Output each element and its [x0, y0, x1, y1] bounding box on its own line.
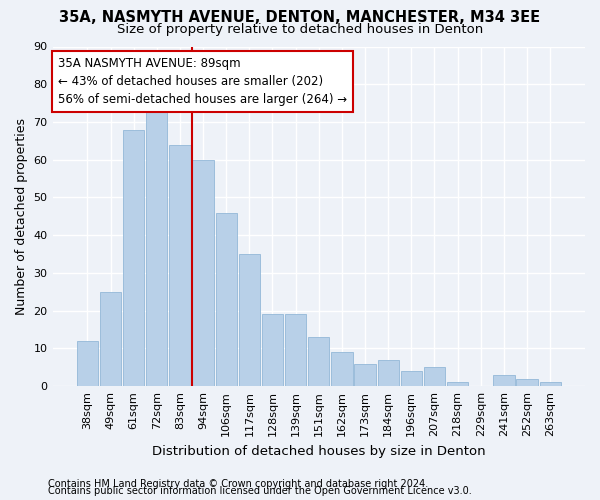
Text: Contains public sector information licensed under the Open Government Licence v3: Contains public sector information licen… [48, 486, 472, 496]
Bar [517, 378, 538, 386]
Bar [308, 337, 329, 386]
Text: Size of property relative to detached houses in Denton: Size of property relative to detached ho… [117, 22, 483, 36]
Bar [493, 375, 515, 386]
Text: 35A, NASMYTH AVENUE, DENTON, MANCHESTER, M34 3EE: 35A, NASMYTH AVENUE, DENTON, MANCHESTER,… [59, 10, 541, 25]
Bar [77, 341, 98, 386]
Bar [215, 212, 237, 386]
Bar [447, 382, 468, 386]
Bar [401, 371, 422, 386]
Bar [377, 360, 399, 386]
Bar [146, 110, 167, 386]
Y-axis label: Number of detached properties: Number of detached properties [15, 118, 28, 315]
Bar [262, 314, 283, 386]
Bar [331, 352, 353, 386]
Text: Contains HM Land Registry data © Crown copyright and database right 2024.: Contains HM Land Registry data © Crown c… [48, 479, 428, 489]
Bar [100, 292, 121, 386]
Text: 35A NASMYTH AVENUE: 89sqm
← 43% of detached houses are smaller (202)
56% of semi: 35A NASMYTH AVENUE: 89sqm ← 43% of detac… [58, 56, 347, 106]
Bar [123, 130, 145, 386]
Bar [239, 254, 260, 386]
Bar [539, 382, 561, 386]
Bar [169, 144, 191, 386]
Bar [355, 364, 376, 386]
X-axis label: Distribution of detached houses by size in Denton: Distribution of detached houses by size … [152, 444, 485, 458]
Bar [193, 160, 214, 386]
Bar [285, 314, 306, 386]
Bar [424, 368, 445, 386]
